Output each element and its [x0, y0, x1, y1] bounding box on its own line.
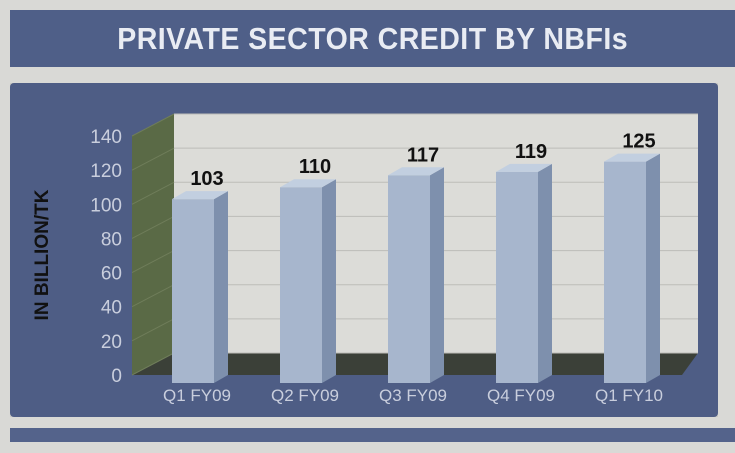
x-tick-label: Q2 FY09 — [271, 386, 339, 405]
bar — [604, 161, 646, 383]
y-tick-label: 100 — [90, 195, 122, 216]
bar-side — [538, 163, 552, 383]
data-label: 119 — [515, 141, 547, 163]
bottom-rule — [10, 428, 735, 442]
x-tick-label: Q3 FY09 — [379, 386, 447, 405]
gridline-side — [131, 352, 175, 376]
y-tick-label: 140 — [90, 127, 122, 148]
plot-side-wall — [132, 114, 174, 375]
title-bar: PRIVATE SECTOR CREDIT BY NBFIs — [10, 10, 735, 67]
y-axis-label: IN BILLION/TK — [32, 189, 53, 320]
y-tick-label: 20 — [101, 332, 122, 353]
data-label: 125 — [622, 131, 655, 153]
gridline-side — [131, 215, 175, 239]
bar — [280, 187, 322, 383]
y-tick-label: 40 — [101, 298, 122, 319]
y-tick-label: 80 — [101, 229, 122, 250]
bar — [172, 199, 214, 383]
y-tick-label: 120 — [90, 161, 122, 182]
data-label: 110 — [299, 156, 331, 178]
chart-title: PRIVATE SECTOR CREDIT BY NBFIs — [117, 20, 628, 56]
bar — [496, 171, 538, 383]
gridline-side — [131, 318, 175, 342]
bar-top — [172, 191, 228, 200]
gridline-side — [131, 181, 175, 205]
data-label: 117 — [407, 144, 439, 166]
gridline-side — [131, 147, 175, 171]
x-tick-label: Q1 FY09 — [163, 386, 231, 405]
gridline-side — [131, 250, 175, 274]
bar-top — [280, 179, 336, 188]
bar — [388, 175, 430, 383]
gridline-side — [131, 284, 175, 308]
bar-side — [430, 167, 444, 383]
gridline-side — [131, 113, 175, 137]
x-tick-label: Q1 FY10 — [595, 386, 663, 405]
bar-side — [646, 153, 660, 383]
bar-top — [604, 153, 660, 162]
y-tick-label: 60 — [101, 264, 122, 285]
y-tick-label: 0 — [111, 366, 122, 387]
bar-side — [214, 191, 228, 383]
bar-chart: 0 20 40 60 80 100 120 140 IN BILLION/TK 103 Q1 FY0… — [32, 113, 698, 405]
data-label: 103 — [190, 168, 223, 190]
chart-panel: 0 20 40 60 80 100 120 140 IN BILLION/TK 103 Q1 FY0… — [10, 83, 718, 417]
x-tick-label: Q4 FY09 — [487, 386, 555, 405]
bar-top — [388, 167, 444, 176]
bar-side — [322, 179, 336, 383]
bar-top — [496, 163, 552, 172]
